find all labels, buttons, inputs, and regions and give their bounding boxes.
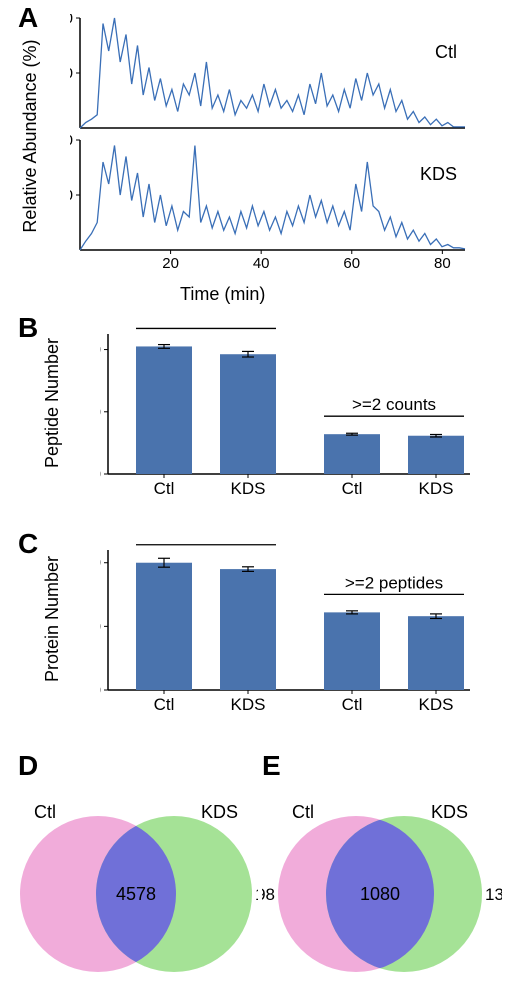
svg-text:KDS: KDS — [231, 695, 266, 714]
svg-text:20: 20 — [162, 255, 179, 272]
svg-text:1080: 1080 — [360, 884, 400, 904]
svg-text:40: 40 — [253, 255, 270, 272]
svg-text:4578: 4578 — [116, 884, 156, 904]
svg-text:500: 500 — [100, 618, 101, 635]
svg-text:0: 0 — [100, 682, 101, 699]
panel-e-venn: Ctl KDS 198 1080 131 — [262, 776, 502, 976]
panel-c-label: C — [18, 528, 38, 560]
panel-c-svg: 0 500 1000 Ctl KDS Ctl KDS All proteins >=2 pept… — [100, 542, 480, 720]
svg-text:Ctl: Ctl — [342, 695, 363, 714]
svg-text:Ctl: Ctl — [435, 42, 457, 62]
panel-b-svg: 020004000CtlKDSCtlKDSAll peptides>=2 cou… — [100, 326, 480, 504]
svg-text:KDS: KDS — [431, 802, 468, 822]
svg-text:198: 198 — [262, 885, 275, 904]
svg-text:Ctl: Ctl — [154, 695, 175, 714]
svg-text:2000: 2000 — [100, 404, 101, 421]
svg-text:100: 100 — [70, 132, 73, 149]
panel-c-ylabel: Protein Number — [42, 544, 63, 694]
svg-text:60: 60 — [343, 255, 360, 272]
panel-a-svg: 50 100 Ctl 50 100 KDS 20 40 60 80 — [70, 14, 480, 278]
svg-text:4000: 4000 — [100, 342, 101, 359]
svg-text:100: 100 — [70, 14, 73, 27]
panel-b-label: B — [18, 312, 38, 344]
svg-text:All proteins: All proteins — [164, 542, 248, 543]
svg-text:1000: 1000 — [100, 555, 101, 572]
svg-text:80: 80 — [434, 255, 451, 272]
svg-text:>=2 counts: >=2 counts — [352, 395, 436, 414]
panel-e-svg: Ctl KDS 198 1080 131 — [262, 776, 502, 976]
panel-a-chart: 50 100 Ctl 50 100 KDS 20 40 60 80 — [70, 14, 480, 278]
svg-text:0: 0 — [100, 466, 101, 483]
svg-text:KDS: KDS — [419, 695, 454, 714]
svg-text:KDS: KDS — [201, 802, 238, 822]
svg-text:50: 50 — [70, 65, 73, 82]
panel-d-svg: CtlKDS159445781120 — [18, 776, 258, 976]
svg-text:Ctl: Ctl — [34, 802, 56, 822]
svg-text:KDS: KDS — [420, 164, 457, 184]
panel-b-ylabel: Peptide Number — [42, 328, 63, 478]
svg-text:Ctl: Ctl — [154, 479, 175, 498]
panel-a-ylabel: Relative Abundance (%) — [20, 16, 41, 256]
panel-c-chart: 0 500 1000 Ctl KDS Ctl KDS All proteins >=2 pept… — [100, 542, 480, 720]
svg-text:KDS: KDS — [419, 479, 454, 498]
svg-text:131: 131 — [485, 885, 502, 904]
panel-b-chart: 020004000CtlKDSCtlKDSAll peptides>=2 cou… — [100, 326, 480, 504]
panel-a-xlabel: Time (min) — [180, 284, 265, 305]
svg-text:1120: 1120 — [255, 885, 258, 904]
panel-d-venn: CtlKDS159445781120 — [18, 776, 258, 976]
svg-text:50: 50 — [70, 187, 73, 204]
svg-text:>=2 peptides: >=2 peptides — [345, 573, 443, 592]
svg-text:Ctl: Ctl — [292, 802, 314, 822]
svg-text:KDS: KDS — [231, 479, 266, 498]
svg-text:Ctl: Ctl — [342, 479, 363, 498]
